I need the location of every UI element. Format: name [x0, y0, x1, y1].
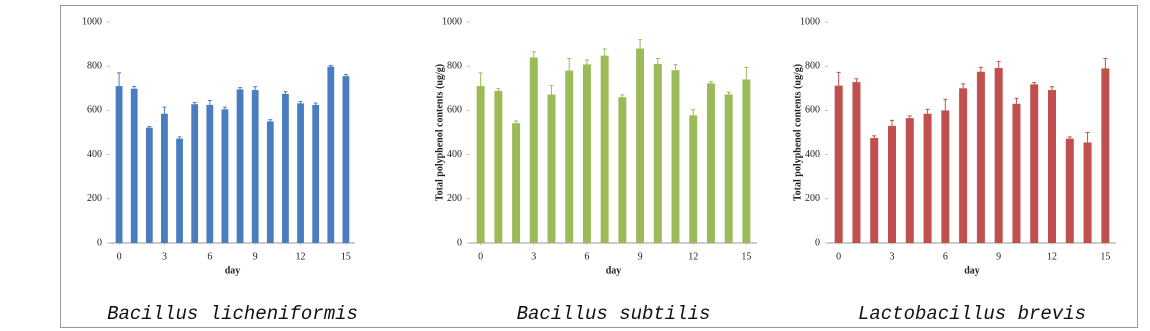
chart-caption: Lactobacillus brevis: [858, 303, 1086, 325]
y-tick-label: 200: [447, 193, 462, 204]
bar: [176, 138, 183, 243]
y-tick-label: 600: [447, 105, 462, 116]
bar: [923, 113, 932, 243]
bar: [221, 109, 229, 243]
bar: [1030, 84, 1039, 244]
y-tick-label: 1000: [800, 16, 820, 27]
y-tick-label: 0: [815, 237, 820, 248]
bar: [1048, 90, 1056, 244]
bar: [266, 121, 274, 243]
bar: [130, 88, 138, 243]
y-tick-label: 800: [805, 60, 820, 71]
y-tick-label: 200: [805, 193, 820, 204]
x-axis-label: day: [964, 265, 980, 276]
bar: [870, 138, 879, 243]
bar: [653, 63, 662, 243]
bar: [888, 125, 896, 243]
bar: [618, 97, 627, 243]
bar: [724, 94, 733, 243]
x-tick-label: 12: [1047, 251, 1057, 262]
bar: [600, 55, 609, 244]
bar: [959, 88, 968, 243]
x-axis-label: day: [225, 265, 241, 276]
x-tick-label: 0: [836, 251, 841, 262]
bar: [1083, 142, 1092, 243]
bar: [834, 85, 843, 243]
bar: [582, 64, 591, 243]
x-tick-label: 3: [531, 251, 536, 262]
bar: [191, 104, 199, 243]
y-tick-label: 800: [87, 60, 102, 71]
bar: [312, 104, 320, 243]
bar: [905, 118, 914, 243]
bar: [976, 71, 985, 243]
bar: [547, 94, 556, 243]
bar: [1065, 138, 1074, 243]
bar: [636, 48, 645, 243]
y-tick-label: 0: [457, 237, 462, 248]
y-tick-label: 600: [87, 105, 102, 116]
bar: [689, 115, 698, 243]
y-axis-label: Total polyphenol contents (ug/g): [434, 64, 445, 201]
bar: [476, 86, 485, 243]
y-tick-label: 400: [87, 149, 102, 160]
x-tick-label: 9: [253, 251, 258, 262]
chart-caption: Bacillus subtilis: [517, 303, 711, 325]
bar: [236, 89, 244, 243]
x-tick-label: 15: [741, 251, 751, 262]
bar: [706, 83, 715, 243]
bar: [297, 103, 304, 243]
bar: [671, 70, 680, 243]
bar: [282, 93, 289, 243]
bar: [1012, 103, 1021, 244]
bar: [565, 70, 574, 244]
bar: [529, 57, 538, 243]
y-tick-label: 400: [805, 149, 820, 160]
x-axis-label: day: [606, 265, 622, 276]
frame: [60, 5, 1138, 328]
x-tick-label: 6: [584, 251, 589, 262]
x-tick-label: 3: [890, 251, 895, 262]
bar: [852, 82, 861, 243]
x-tick-label: 9: [638, 251, 643, 262]
bar: [327, 66, 335, 243]
y-axis-label: Total polyphenol contents (ug/g): [792, 64, 803, 201]
y-tick-label: 0: [97, 237, 102, 248]
bar: [994, 67, 1003, 243]
bar: [251, 90, 259, 244]
x-tick-label: 6: [943, 251, 948, 262]
bar: [941, 110, 950, 244]
y-tick-label: 1000: [82, 16, 102, 27]
bar: [161, 113, 168, 243]
y-tick-label: 600: [805, 105, 820, 116]
x-tick-label: 6: [207, 251, 212, 262]
y-tick-label: 400: [447, 149, 462, 160]
x-tick-label: 9: [996, 251, 1001, 262]
x-tick-label: 15: [1100, 251, 1110, 262]
x-tick-label: 0: [478, 251, 483, 262]
x-tick-label: 0: [117, 251, 122, 262]
bar: [742, 79, 751, 244]
y-tick-label: 1000: [442, 16, 462, 27]
x-tick-label: 12: [296, 251, 306, 262]
bar: [512, 123, 521, 243]
chart-caption: Bacillus licheniformis: [107, 303, 358, 325]
x-tick-label: 3: [162, 251, 167, 262]
bar: [145, 127, 153, 243]
bar: [206, 104, 214, 243]
y-tick-label: 800: [447, 60, 462, 71]
bar: [494, 90, 503, 244]
bar: [342, 76, 350, 244]
x-tick-label: 15: [341, 251, 351, 262]
bar: [1101, 68, 1110, 243]
x-tick-label: 12: [688, 251, 698, 262]
bar: [115, 86, 123, 243]
y-tick-label: 200: [87, 193, 102, 204]
